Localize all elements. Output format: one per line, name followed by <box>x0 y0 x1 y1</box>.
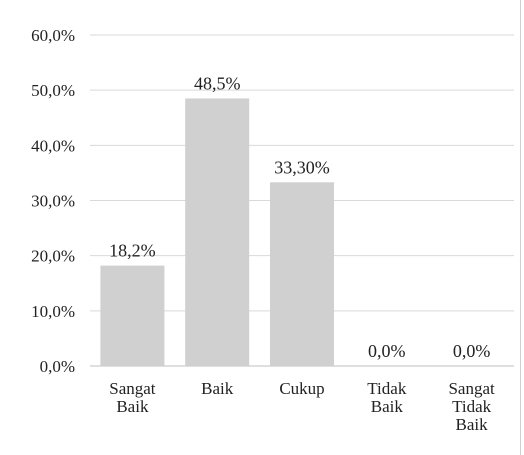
x-tick-label: Baik <box>116 397 149 416</box>
x-tick-label: Tidak <box>452 397 492 416</box>
data-label: 48,5% <box>194 73 241 93</box>
bar <box>270 182 334 366</box>
y-tick-label: 50,0% <box>31 81 75 100</box>
bar <box>100 265 165 366</box>
data-label: 0,0% <box>368 341 406 361</box>
x-tick-label: Tidak <box>367 379 407 398</box>
y-tick-label: 20,0% <box>31 247 75 266</box>
x-tick-label: Baik <box>201 379 234 398</box>
x-tick-label: Sangat <box>109 379 156 398</box>
bar <box>185 98 250 367</box>
x-tick-label: Baik <box>371 397 404 416</box>
y-tick-label: 40,0% <box>31 136 75 155</box>
y-tick-label: 10,0% <box>31 302 75 321</box>
x-tick-label: Sangat <box>448 379 495 398</box>
y-tick-label: 30,0% <box>31 192 75 211</box>
data-label: 18,2% <box>109 241 156 261</box>
y-tick-label: 60,0% <box>31 26 75 45</box>
data-label: 0,0% <box>453 341 491 361</box>
x-tick-label: Baik <box>456 415 489 434</box>
data-label: 33,30% <box>274 157 330 177</box>
x-tick-label: Cukup <box>279 379 324 398</box>
y-tick-label: 0,0% <box>40 357 75 376</box>
